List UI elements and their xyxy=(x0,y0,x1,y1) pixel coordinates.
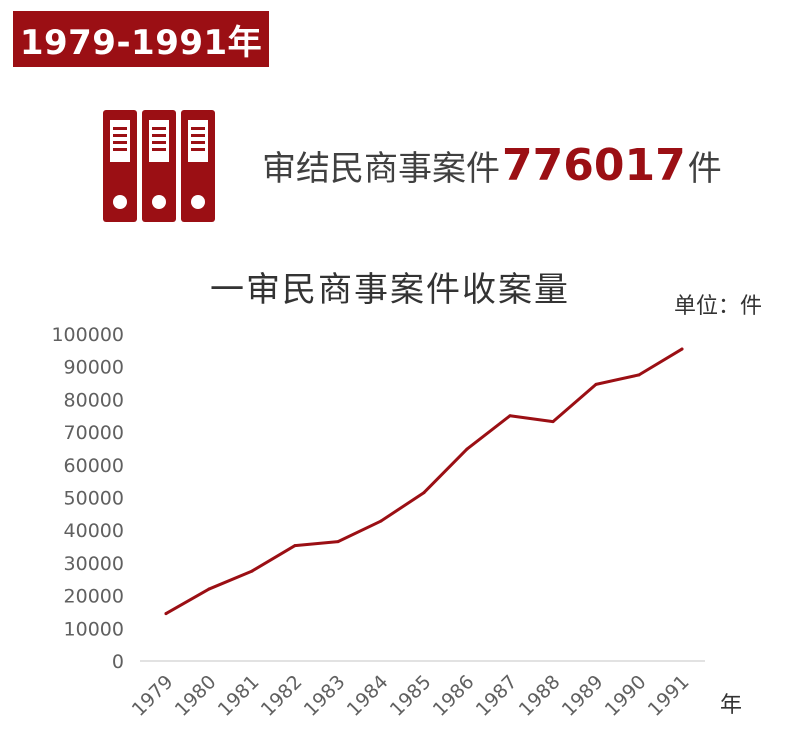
data-point xyxy=(293,544,297,548)
x-tick-label: 1987 xyxy=(472,671,522,721)
x-tick-label: 1985 xyxy=(386,671,436,721)
data-point xyxy=(594,382,598,386)
y-tick-label: 20000 xyxy=(64,586,124,608)
x-tick-label: 1983 xyxy=(300,671,350,721)
x-tick-label: 1991 xyxy=(644,671,694,721)
y-tick-label: 0 xyxy=(112,651,124,673)
y-tick-label: 80000 xyxy=(64,389,124,411)
y-tick-label: 30000 xyxy=(64,553,124,575)
y-tick-label: 40000 xyxy=(64,520,124,542)
data-point xyxy=(379,519,383,523)
x-tick-label: 1988 xyxy=(515,671,565,721)
y-tick-label: 10000 xyxy=(64,618,124,640)
unit-label: 单位：件 xyxy=(674,294,763,319)
headline-prefix: 审结民商事案件 xyxy=(262,149,500,189)
case-total-headline: 审结民商事案件 776017 件 xyxy=(262,140,722,200)
x-tick-label: 1980 xyxy=(171,671,221,721)
series-line xyxy=(164,347,684,616)
y-tick-label: 70000 xyxy=(64,422,124,444)
data-point xyxy=(508,414,512,418)
data-point xyxy=(551,420,555,424)
data-point xyxy=(465,447,469,451)
year-range-banner: 1979-1991年 xyxy=(13,11,269,67)
y-tick-label: 60000 xyxy=(64,455,124,477)
data-point xyxy=(207,587,211,591)
x-tick-label: 1989 xyxy=(558,671,608,721)
headline-number: 776017 xyxy=(502,140,686,191)
x-tick-label: 1990 xyxy=(601,671,651,721)
y-tick-label: 50000 xyxy=(64,488,124,510)
binders-icon xyxy=(103,110,215,222)
x-tick-label: 1984 xyxy=(343,671,393,721)
x-tick-label: 1979 xyxy=(128,671,178,721)
chart-title: 一审民商事案件收案量 xyxy=(210,270,570,310)
data-point xyxy=(336,540,340,544)
y-tick-label: 100000 xyxy=(51,324,124,346)
data-point xyxy=(250,569,254,573)
x-axis-unit-label: 年 xyxy=(720,693,742,718)
y-tick-label: 90000 xyxy=(64,357,124,379)
x-tick-label: 1982 xyxy=(257,671,307,721)
x-tick-label: 1981 xyxy=(214,671,264,721)
data-point xyxy=(422,491,426,495)
data-point xyxy=(680,347,684,351)
data-point xyxy=(164,612,168,616)
headline-suffix: 件 xyxy=(687,149,722,189)
x-tick-label: 1986 xyxy=(429,671,479,721)
data-point xyxy=(637,373,641,377)
